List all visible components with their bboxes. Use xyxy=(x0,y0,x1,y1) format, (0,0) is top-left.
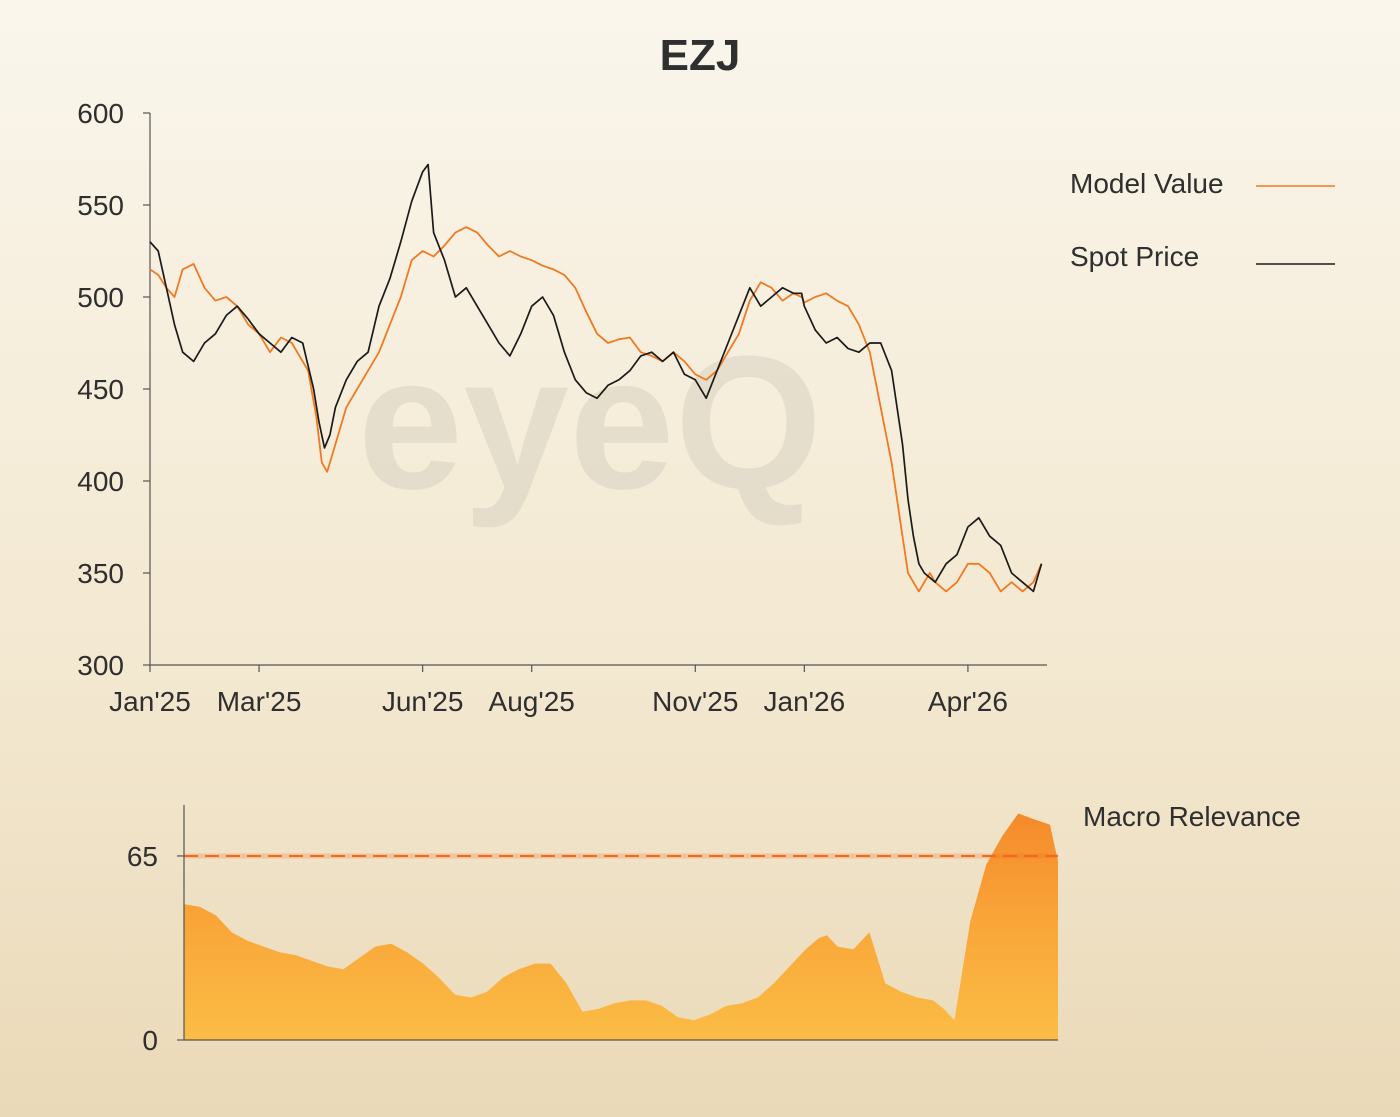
x-tick-label-3: Aug'25 xyxy=(489,686,575,717)
x-tick-group: Jan'25 Mar'25 Jun'25 Aug'25 Nov'25 Jan'26 Apr'… xyxy=(109,665,1008,717)
macro-y-tick-label-65: 65 xyxy=(127,841,158,872)
series-line-model-value xyxy=(149,226,1043,593)
legend-label-spot-price: Spot Price xyxy=(1070,241,1199,272)
legend-label-model-value: Model Value xyxy=(1070,168,1224,199)
macro-relevance-label: Macro Relevance xyxy=(1083,801,1301,832)
macro-y-tick-group: 0 65 xyxy=(127,841,184,1056)
macro-relevance-axes xyxy=(183,805,1058,1041)
macro-y-tick-label-0: 0 xyxy=(142,1025,158,1056)
x-tick-label-4: Nov'25 xyxy=(652,686,738,717)
series-group xyxy=(149,163,1043,593)
chart-title: EZJ xyxy=(660,31,741,80)
x-tick-label-5: Jan'26 xyxy=(764,686,846,717)
y-tick-label-550: 550 xyxy=(77,190,124,221)
y-tick-label-300: 300 xyxy=(77,650,124,681)
x-tick-label-6: Apr'26 xyxy=(928,686,1008,717)
x-tick-label-2: Jun'25 xyxy=(382,686,464,717)
y-tick-label-500: 500 xyxy=(77,282,124,313)
watermark: eyeQ xyxy=(358,317,823,529)
macro-relevance-area-group xyxy=(184,813,1058,1040)
legend: Model Value Spot Price xyxy=(1070,168,1335,272)
x-tick-label-0: Jan'25 xyxy=(109,686,191,717)
macro-relevance-area xyxy=(184,813,1058,1040)
y-tick-label-600: 600 xyxy=(77,98,124,129)
y-tick-label-350: 350 xyxy=(77,558,124,589)
y-tick-label-450: 450 xyxy=(77,374,124,405)
series-line-spot-price xyxy=(149,163,1043,593)
y-tick-group: 300 350 400 450 500 550 600 xyxy=(77,98,150,681)
y-tick-label-400: 400 xyxy=(77,466,124,497)
x-tick-label-1: Mar'25 xyxy=(217,686,302,717)
